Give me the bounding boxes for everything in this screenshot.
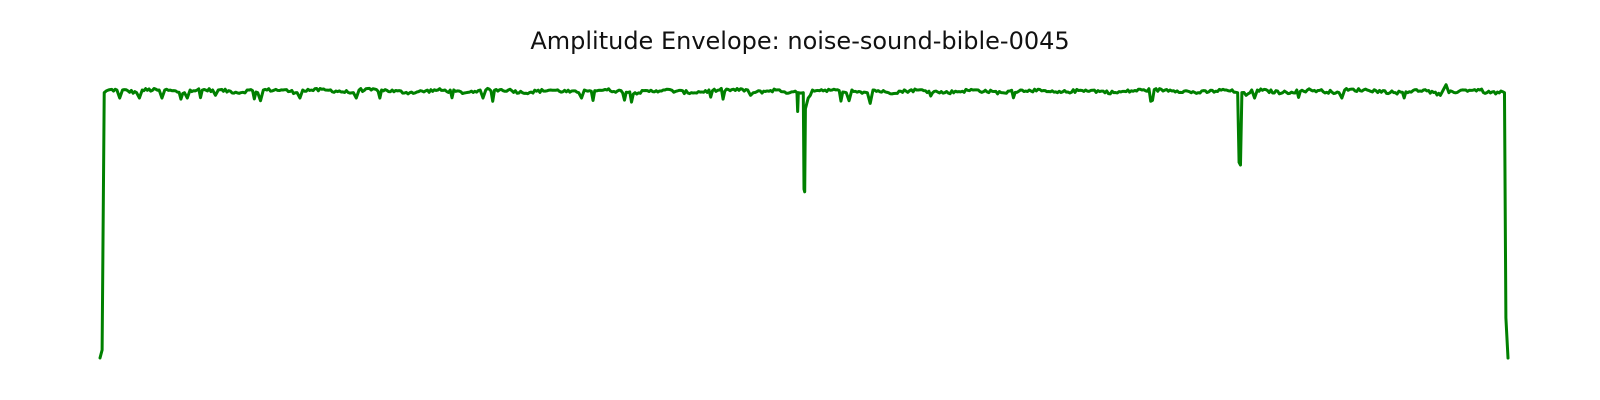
series-layer <box>98 83 1510 360</box>
chart-title: Amplitude Envelope: noise-sound-bible-00… <box>530 27 1070 55</box>
envelope-series-line-0 <box>98 83 1510 360</box>
